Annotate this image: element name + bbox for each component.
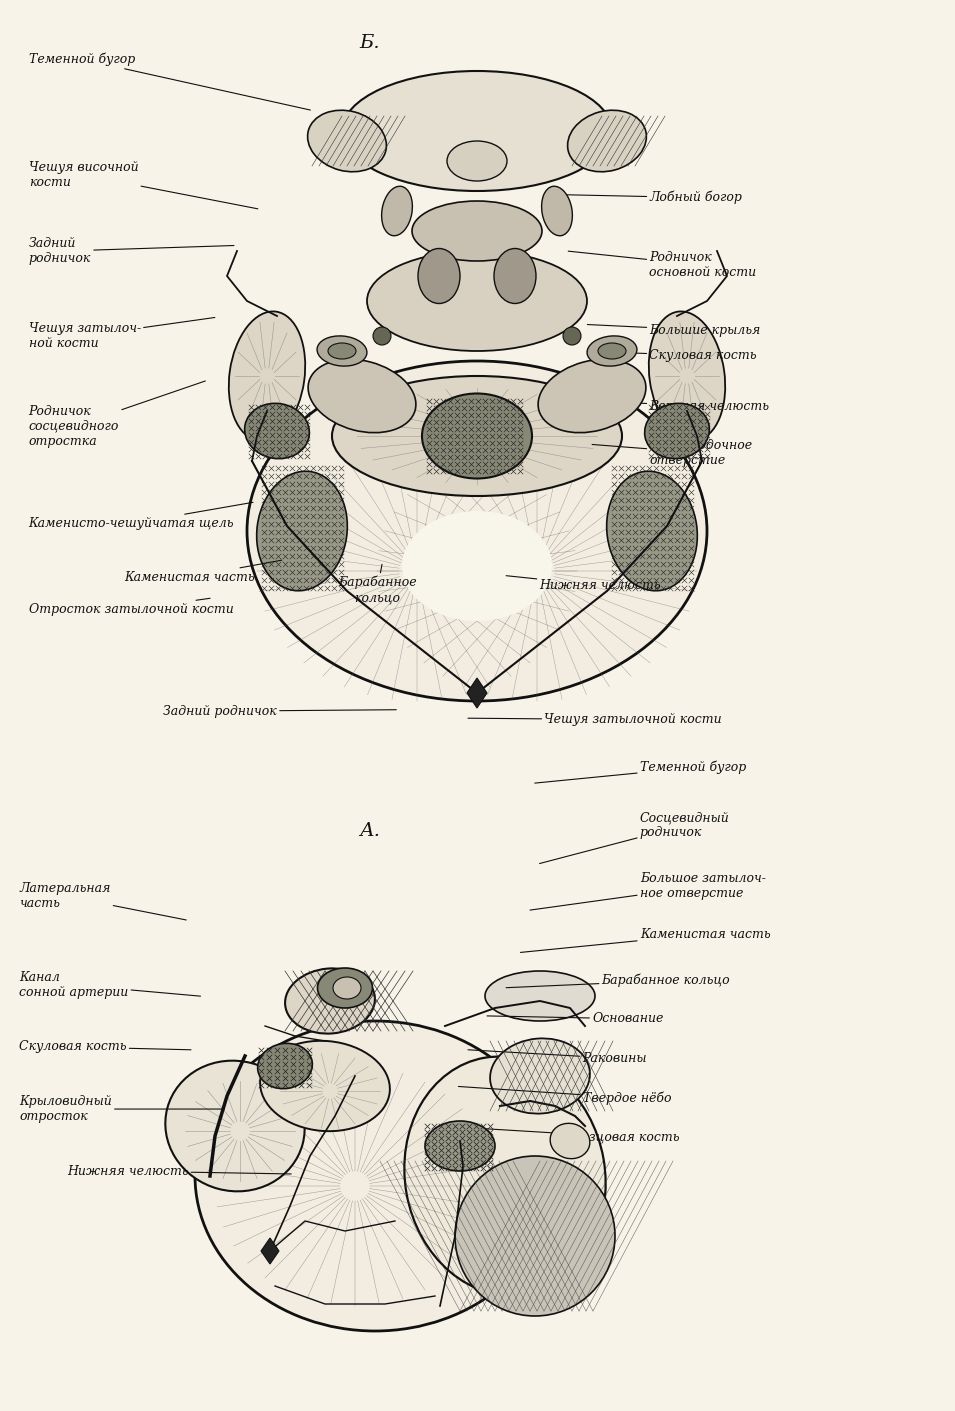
Text: Крыловидный
отросток: Крыловидный отросток (19, 1095, 224, 1123)
Text: Родничок
сосцевидного
отростка: Родничок сосцевидного отростка (29, 381, 205, 447)
Text: Родничок
основной кости: Родничок основной кости (568, 251, 756, 279)
Ellipse shape (648, 312, 725, 440)
Text: Чешуя височной
кости: Чешуя височной кости (29, 161, 258, 209)
Ellipse shape (195, 1022, 555, 1331)
Ellipse shape (563, 327, 581, 346)
Ellipse shape (317, 968, 372, 1007)
Text: Каменистая часть: Каменистая часть (520, 927, 771, 952)
Ellipse shape (247, 361, 707, 701)
Ellipse shape (402, 511, 552, 621)
Text: Теменной бугор: Теменной бугор (29, 52, 310, 110)
Ellipse shape (404, 1057, 605, 1295)
Text: Задний
родничок: Задний родничок (29, 237, 234, 265)
Ellipse shape (412, 200, 542, 261)
Ellipse shape (606, 471, 697, 591)
Ellipse shape (244, 404, 309, 459)
Ellipse shape (258, 1043, 312, 1089)
Text: Чешуя затылоч-
ной кости: Чешуя затылоч- ной кости (29, 317, 215, 350)
Ellipse shape (485, 971, 595, 1022)
Ellipse shape (342, 71, 612, 190)
Ellipse shape (373, 327, 391, 346)
Text: Большие крылья: Большие крылья (587, 323, 760, 337)
Text: Латеральная
часть: Латеральная часть (19, 882, 186, 920)
Text: Чешуя затылочной кости: Чешуя затылочной кости (468, 713, 722, 727)
Ellipse shape (587, 336, 637, 365)
Text: Верхняя челюсть: Верхняя челюсть (587, 399, 770, 413)
Ellipse shape (567, 110, 647, 172)
Text: Нижняя челюсть: Нижняя челюсть (506, 576, 661, 593)
Ellipse shape (645, 404, 710, 459)
Text: Твердое нёбо: Твердое нёбо (458, 1086, 671, 1105)
Ellipse shape (447, 141, 507, 181)
Ellipse shape (286, 968, 375, 1034)
Ellipse shape (308, 360, 415, 433)
Text: Б.: Б. (360, 34, 380, 52)
Ellipse shape (382, 186, 413, 236)
Ellipse shape (333, 976, 361, 999)
Text: Задний родничок: Задний родничок (163, 704, 396, 718)
Ellipse shape (328, 343, 356, 358)
Text: Нижняя челюсть: Нижняя челюсть (67, 1164, 291, 1178)
Ellipse shape (494, 248, 536, 303)
Text: Подбородочное
отверстие: Подбородочное отверстие (592, 439, 753, 467)
Text: Канал
сонной артерии: Канал сонной артерии (19, 971, 201, 999)
Ellipse shape (317, 336, 367, 365)
Text: Раковины: Раковины (468, 1050, 647, 1065)
Text: Барабанное
кольцо: Барабанное кольцо (338, 564, 416, 604)
Ellipse shape (550, 1123, 590, 1158)
Text: Скуловая кость: Скуловая кость (587, 349, 757, 363)
Ellipse shape (541, 186, 572, 236)
Ellipse shape (332, 375, 622, 497)
Ellipse shape (598, 343, 626, 358)
Text: Сосцевидный
родничок: Сосцевидный родничок (540, 811, 730, 864)
Ellipse shape (455, 1156, 615, 1316)
Text: А.: А. (359, 823, 380, 840)
Text: Каменисто-чешуйчатая щель: Каменисто-чешуйчатая щель (29, 502, 253, 531)
Ellipse shape (257, 471, 348, 591)
Ellipse shape (308, 110, 387, 172)
Ellipse shape (165, 1061, 305, 1191)
Text: Отросток затылочной кости: Отросток затылочной кости (29, 598, 233, 617)
Text: Скуловая кость: Скуловая кость (19, 1040, 191, 1054)
Ellipse shape (367, 251, 587, 351)
Text: Основание: Основание (487, 1012, 664, 1026)
Ellipse shape (538, 360, 646, 433)
Ellipse shape (425, 1120, 495, 1171)
Text: Резцовая кость: Резцовая кость (439, 1126, 680, 1144)
Ellipse shape (418, 248, 460, 303)
Text: Лобный богор: Лобный богор (563, 190, 742, 205)
Ellipse shape (229, 312, 306, 440)
Polygon shape (261, 1237, 279, 1264)
Text: Теменной бугор: Теменной бугор (535, 761, 746, 783)
Ellipse shape (422, 394, 532, 478)
Ellipse shape (490, 1038, 590, 1113)
Polygon shape (467, 679, 487, 708)
Ellipse shape (260, 1041, 390, 1132)
Text: Каменистая часть: Каменистая часть (124, 560, 282, 584)
Text: Барабанное кольцо: Барабанное кольцо (506, 974, 731, 988)
Text: Большое затылоч-
ное отверстие: Большое затылоч- ное отверстие (530, 872, 766, 910)
